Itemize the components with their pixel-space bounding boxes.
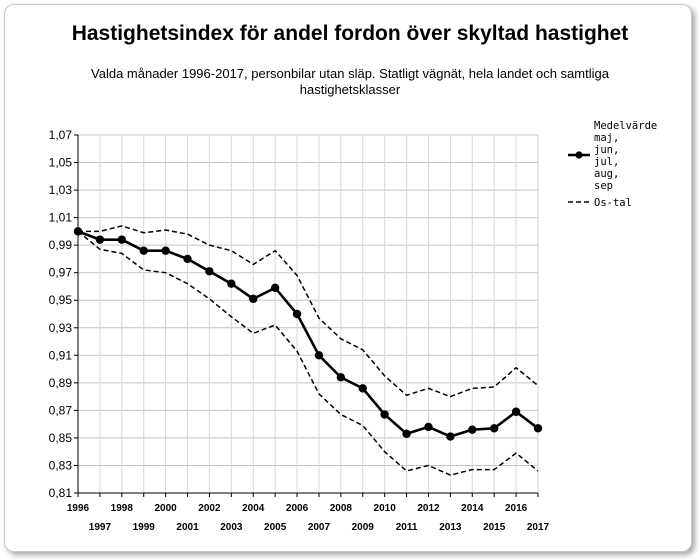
x-tick-label: 2010 xyxy=(374,503,397,514)
y-tick-label: 1,05 xyxy=(49,156,73,170)
data-point xyxy=(117,235,127,244)
data-point xyxy=(227,279,236,288)
data-point xyxy=(336,373,346,382)
x-tick-label: 2004 xyxy=(242,503,265,514)
x-tick-label: 2017 xyxy=(527,522,550,533)
y-tick-label: 0,93 xyxy=(49,321,73,335)
data-point xyxy=(358,384,367,393)
x-axis-ticks: 1996 1997 1998 1999 2000 2001 2002 2003 2004 2005… xyxy=(67,493,550,533)
legend-label-medelvarde: Medelvärde xyxy=(594,120,657,132)
y-tick-label: 0,95 xyxy=(49,293,73,307)
y-tick-label: 0,81 xyxy=(49,486,73,500)
x-tick-label: 1996 xyxy=(67,503,90,514)
x-tick-label: 1999 xyxy=(133,522,156,533)
data-point xyxy=(468,425,477,434)
x-tick-label: 2012 xyxy=(417,503,440,514)
legend-label-os-tal: Os-tal xyxy=(594,197,632,209)
data-point xyxy=(161,246,170,255)
legend-label-medelvarde: aug, xyxy=(594,168,619,180)
y-tick-label: 0,85 xyxy=(49,431,73,445)
data-point xyxy=(446,432,455,441)
data-point xyxy=(489,424,499,433)
data-point xyxy=(533,424,543,433)
y-tick-label: 0,87 xyxy=(49,403,73,417)
x-tick-label: 2011 xyxy=(396,522,418,533)
x-tick-label: 2009 xyxy=(352,522,375,533)
x-tick-label: 2006 xyxy=(286,503,309,514)
y-tick-label: 0,97 xyxy=(49,266,73,280)
data-point xyxy=(314,351,324,360)
x-tick-label: 1997 xyxy=(89,522,112,533)
legend-label-medelvarde: jul, xyxy=(594,156,619,168)
data-point xyxy=(139,246,148,255)
legend-label-medelvarde: maj, xyxy=(594,132,619,144)
y-tick-label: 1,07 xyxy=(49,128,73,142)
y-tick-label: 0,99 xyxy=(49,238,73,252)
series-line-os-tal-1 xyxy=(78,225,539,398)
data-point xyxy=(424,422,433,432)
x-tick-label: 2016 xyxy=(505,503,528,514)
y-tick-label: 0,83 xyxy=(49,458,73,472)
data-point xyxy=(270,283,280,293)
x-tick-label: 2015 xyxy=(483,522,506,533)
y-tick-label: 1,01 xyxy=(49,211,73,225)
chart-title: Hastighetsindex för andel fordon över sk… xyxy=(71,22,629,45)
x-tick-label: 2001 xyxy=(176,522,199,533)
data-point xyxy=(511,407,521,416)
data-point xyxy=(95,235,105,244)
legend-marker-medelvarde xyxy=(575,151,583,159)
data-point xyxy=(292,309,302,319)
y-axis-ticks: 1,07 1,05 1,03 1,01 0,99 0,97 0,95 0,93 0,91 0,89… xyxy=(49,128,78,500)
y-tick-label: 1,03 xyxy=(49,183,73,197)
x-tick-label: 2008 xyxy=(330,503,353,514)
grid-lines xyxy=(77,134,539,494)
y-tick-label: 0,91 xyxy=(49,348,73,362)
x-tick-label: 2005 xyxy=(264,522,287,533)
chart-card xyxy=(4,4,692,552)
x-tick-label: 2002 xyxy=(198,503,221,514)
data-point xyxy=(402,429,411,438)
y-tick-label: 0,89 xyxy=(49,376,73,390)
series-line-os-tal-2 xyxy=(77,230,539,476)
data-point xyxy=(183,254,192,264)
series-line-medelvarde xyxy=(77,230,539,438)
x-tick-label: 2014 xyxy=(461,503,484,514)
x-tick-label: 1998 xyxy=(111,503,134,514)
legend-label-medelvarde: sep xyxy=(594,180,613,192)
series-lines xyxy=(73,225,543,476)
legend-label-medelvarde: jun, xyxy=(594,144,619,156)
x-tick-label: 2013 xyxy=(439,522,462,533)
x-tick-label: 2007 xyxy=(308,522,331,533)
data-point xyxy=(249,294,258,304)
x-tick-label: 2000 xyxy=(154,503,177,514)
data-point xyxy=(205,267,214,276)
data-point xyxy=(380,410,389,419)
x-tick-label: 2003 xyxy=(220,522,243,533)
chart-subtitle: Valda månader 1996-2017, personbilar uta… xyxy=(91,66,609,97)
